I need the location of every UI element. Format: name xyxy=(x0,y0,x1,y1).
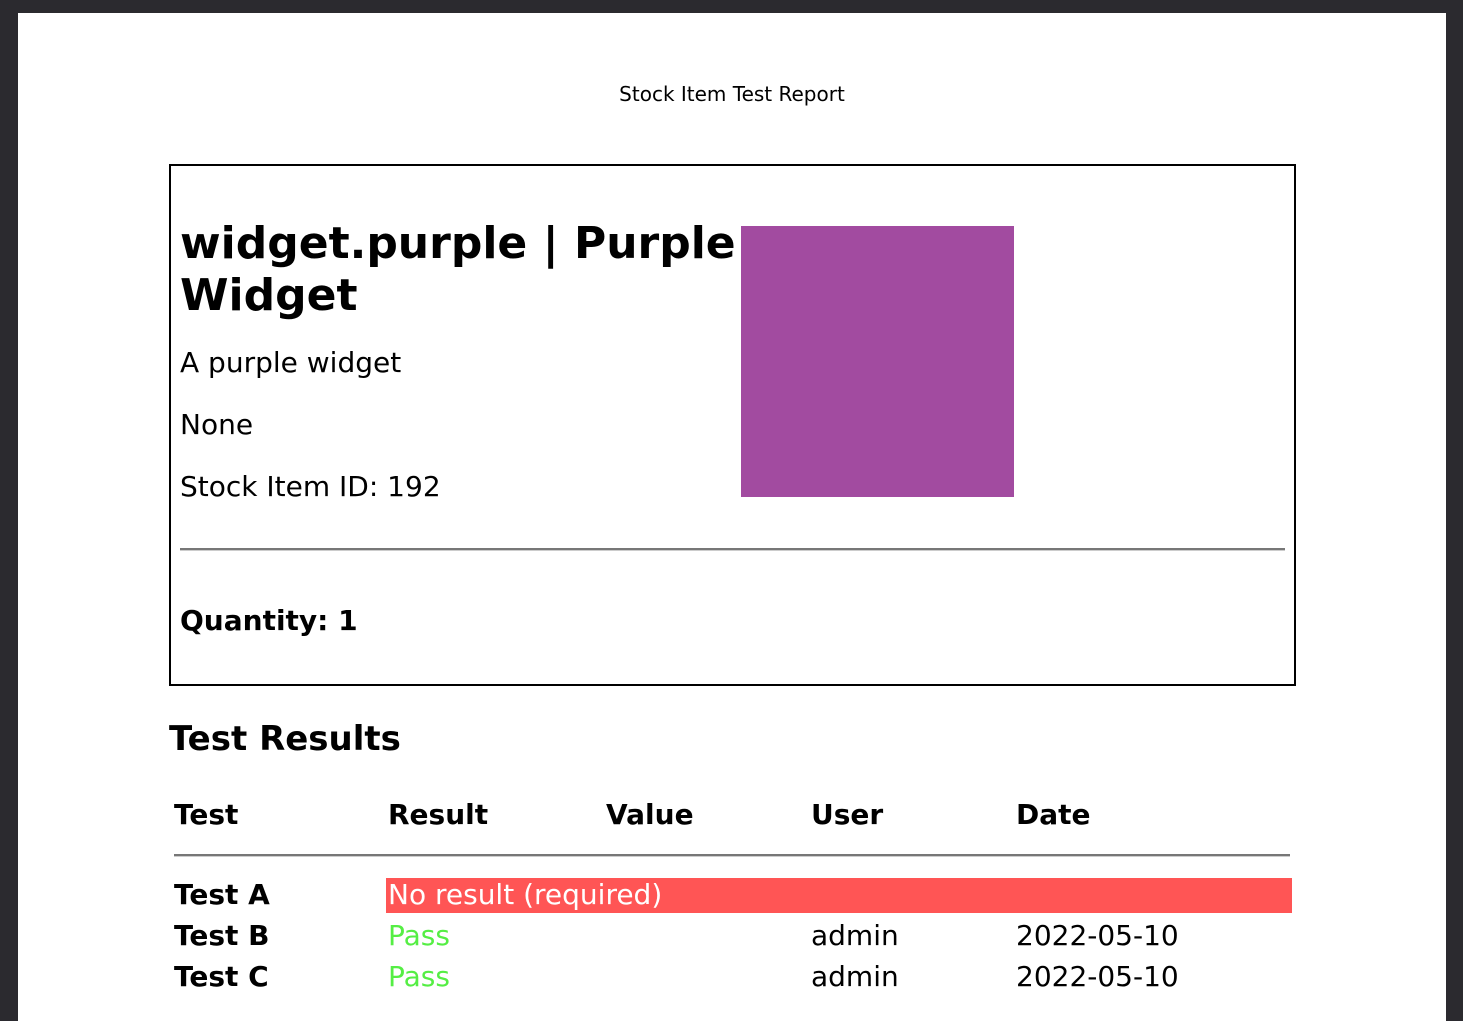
cell-date: 2022-05-10 xyxy=(1016,919,1179,952)
item-heading: widget.purple | Purple Widget xyxy=(180,218,736,321)
column-header: Value xyxy=(606,798,694,831)
fail-highlight xyxy=(386,878,1292,913)
column-header: Result xyxy=(388,798,489,831)
item-notes: None xyxy=(180,408,254,441)
item-description: A purple widget xyxy=(180,346,402,379)
report-title: Stock Item Test Report xyxy=(619,82,845,106)
cell-test: Test C xyxy=(174,960,269,993)
cell-user: admin xyxy=(811,960,899,993)
column-header: Date xyxy=(1016,798,1091,831)
cell-test: Test A xyxy=(174,878,270,911)
cell-result: Pass xyxy=(388,919,450,952)
item-quantity: Quantity: 1 xyxy=(180,604,358,637)
cell-test: Test B xyxy=(174,919,270,952)
column-header: User xyxy=(811,798,884,831)
page: Stock Item Test Report widget.purple | P… xyxy=(18,13,1446,1021)
section-title: Test Results xyxy=(169,719,401,759)
table-divider xyxy=(174,854,1290,857)
divider xyxy=(180,548,1285,551)
item-id: Stock Item ID: 192 xyxy=(180,470,441,503)
cell-result: Pass xyxy=(388,960,450,993)
cell-date: 2022-05-10 xyxy=(1016,960,1179,993)
column-header: Test xyxy=(174,798,239,831)
cell-user: admin xyxy=(811,919,899,952)
cell-result: No result (required) xyxy=(388,878,663,911)
item-image xyxy=(741,226,1014,497)
item-box xyxy=(169,164,1296,686)
